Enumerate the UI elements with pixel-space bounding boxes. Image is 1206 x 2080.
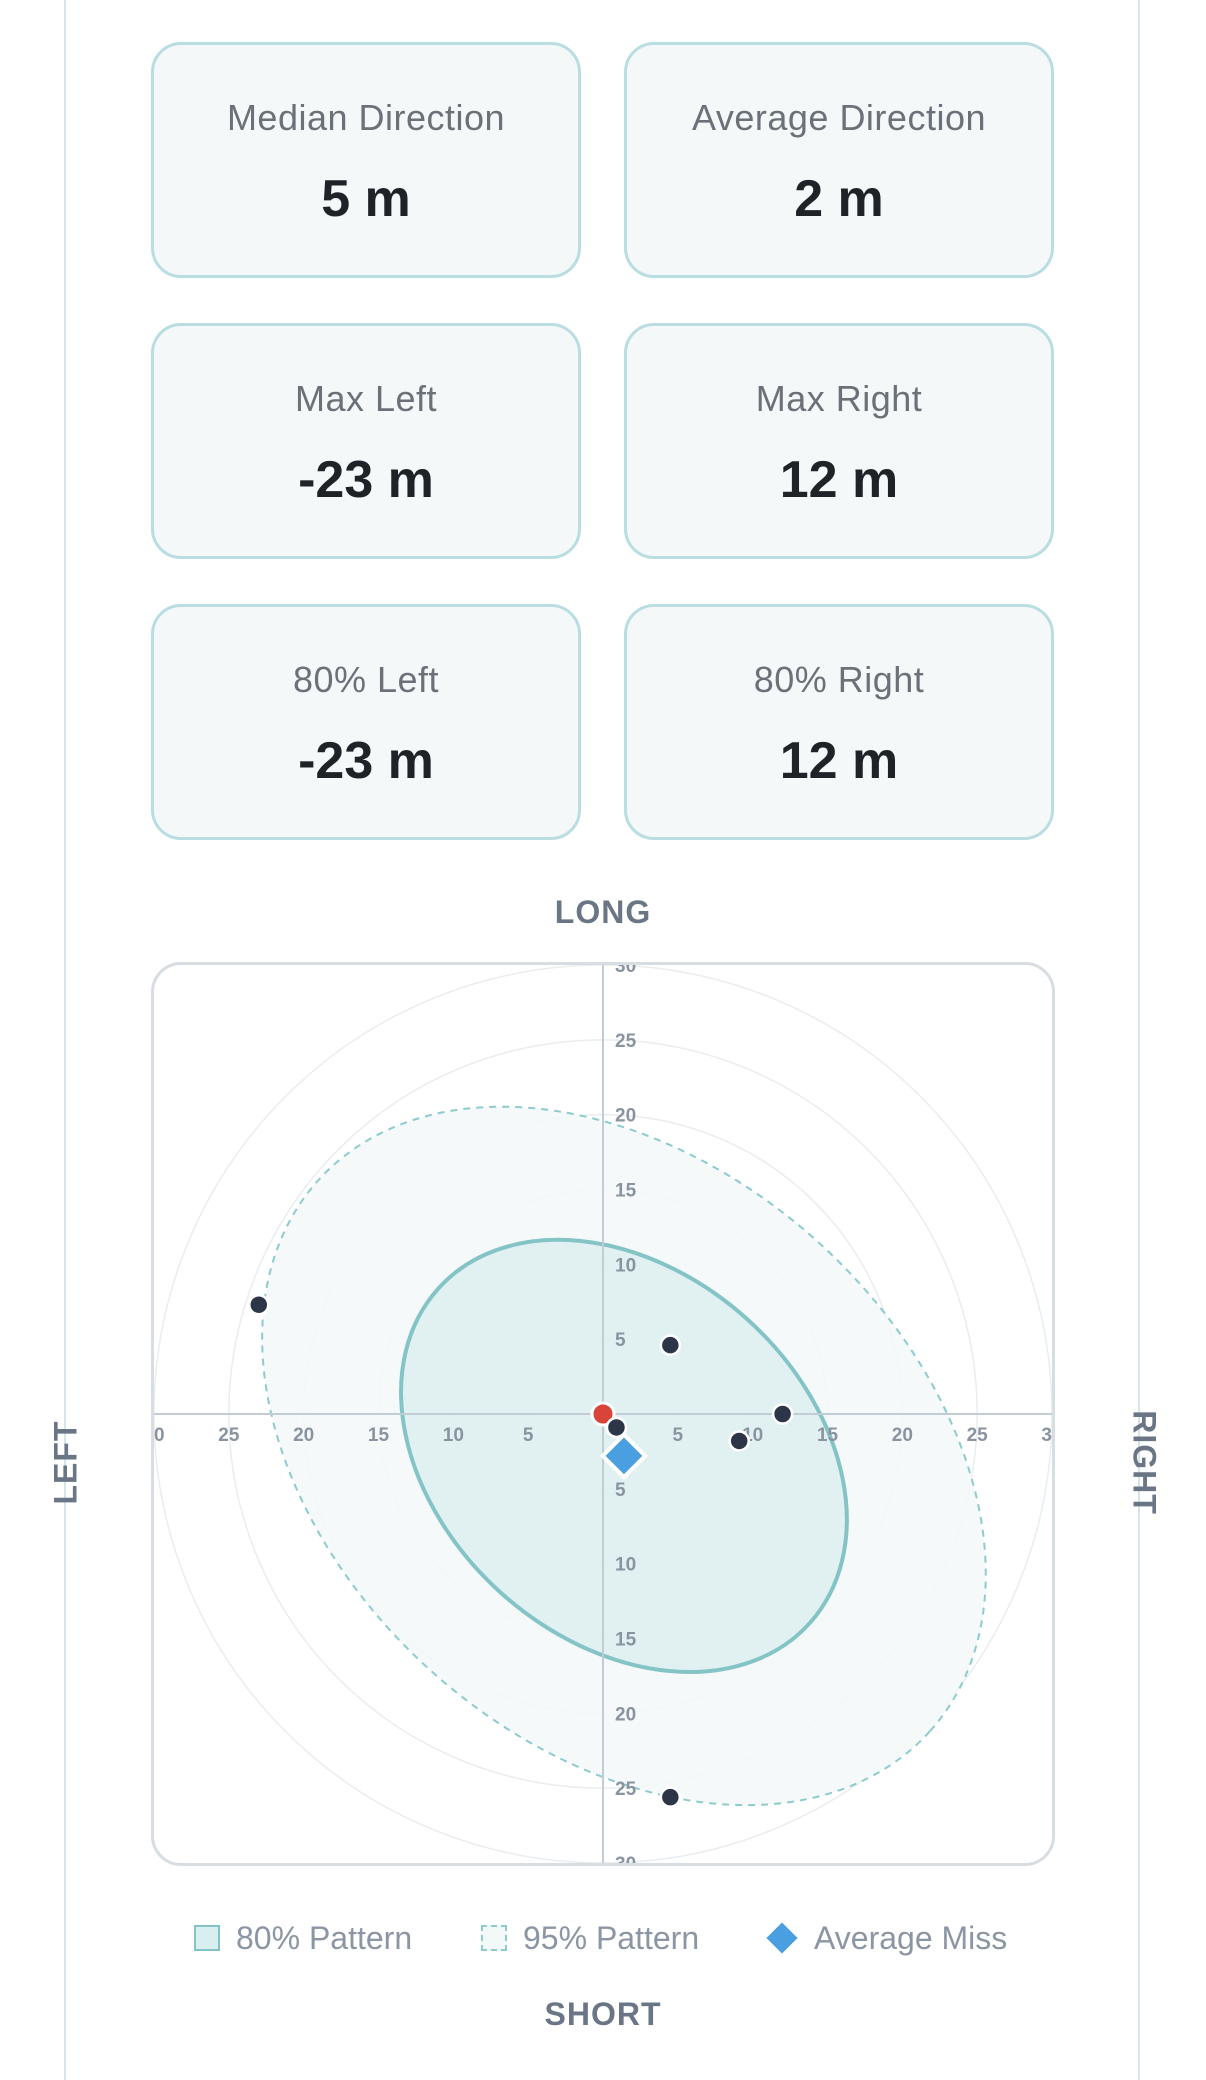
average-miss-marker [599, 1431, 648, 1480]
shot-point [659, 1786, 682, 1808]
x-tick-label: 25 [218, 1425, 240, 1446]
y-tick-label: 25 [615, 1031, 637, 1052]
legend-swatch-80 [194, 1925, 220, 1951]
diamond-icon [763, 1919, 801, 1957]
legend-item-80-pattern: 80% Pattern [194, 1918, 412, 1958]
direction-label-short: SHORT [544, 1996, 662, 2032]
stat-value: 12 m [779, 451, 899, 509]
y-tick-label: 5 [615, 1330, 626, 1351]
stat-label: Median Direction [226, 97, 506, 138]
stat-label: 80% Left [292, 659, 440, 700]
x-tick-label: 15 [817, 1425, 839, 1446]
direction-label-right: RIGHT [1126, 1410, 1163, 1515]
legend-label-95: 95% Pattern [523, 1919, 700, 1956]
x-tick-label: 15 [368, 1425, 390, 1446]
x-tick-label: 20 [293, 1425, 314, 1446]
direction-label-left: LEFT [47, 1420, 84, 1505]
direction-label-long: LONG [554, 894, 652, 930]
y-tick-label: 20 [615, 1704, 636, 1725]
x-tick-label: 30 [1041, 1425, 1052, 1446]
x-tick-label: 5 [523, 1425, 534, 1446]
stat-card-80-right: 80% Right 12 m [624, 604, 1054, 840]
legend-item-95-pattern: 95% Pattern [481, 1918, 699, 1958]
y-tick-label: 20 [615, 1106, 636, 1127]
shot-point [728, 1430, 750, 1452]
stat-value: -23 m [298, 451, 434, 509]
x-tick-label: 25 [967, 1425, 989, 1446]
legend-swatch-95 [481, 1925, 507, 1951]
y-tick-label: 15 [615, 1181, 637, 1202]
stat-card-80-left: 80% Left -23 m [151, 604, 581, 840]
x-tick-label: 5 [673, 1425, 684, 1446]
y-tick-label: 10 [615, 1255, 636, 1276]
shot-point [659, 1334, 682, 1356]
legend-item-average-miss: Average Miss [762, 1918, 1007, 1958]
stat-card-max-right: Max Right 12 m [624, 323, 1054, 559]
stat-label: Max Left [294, 378, 438, 419]
dispersion-chart-svg: 3025201510551015202530302520151055101520… [154, 965, 1052, 1863]
y-tick-label: 25 [615, 1779, 637, 1800]
stat-label: Average Direction [692, 97, 986, 138]
stat-value: 5 m [321, 170, 411, 228]
shot-point [771, 1403, 794, 1425]
stat-label: 80% Right [753, 659, 925, 700]
x-tick-label: 20 [892, 1425, 913, 1446]
stat-value: 12 m [779, 732, 899, 790]
y-tick-label: 10 [615, 1555, 636, 1576]
stat-card-average-direction: Average Direction 2 m [624, 42, 1054, 278]
shot-point [605, 1416, 628, 1439]
y-tick-label: 15 [615, 1630, 637, 1651]
dispersion-chart: 3025201510551015202530302520151055101520… [151, 962, 1055, 1866]
y-tick-label: 30 [615, 965, 636, 977]
stat-value: -23 m [298, 732, 434, 790]
y-tick-label: 5 [615, 1480, 626, 1501]
stat-card-max-left: Max Left -23 m [151, 323, 581, 559]
legend-label-average: Average Miss [814, 1919, 1008, 1956]
x-tick-label: 30 [154, 1425, 165, 1446]
stat-label: Max Right [755, 378, 923, 419]
y-tick-label: 30 [615, 1854, 636, 1863]
stat-card-median-direction: Median Direction 5 m [151, 42, 581, 278]
target-marker [590, 1401, 616, 1427]
legend-label-80: 80% Pattern [236, 1919, 413, 1956]
shot-point [248, 1293, 270, 1316]
stat-value: 2 m [794, 170, 884, 228]
x-tick-label: 10 [443, 1425, 464, 1446]
